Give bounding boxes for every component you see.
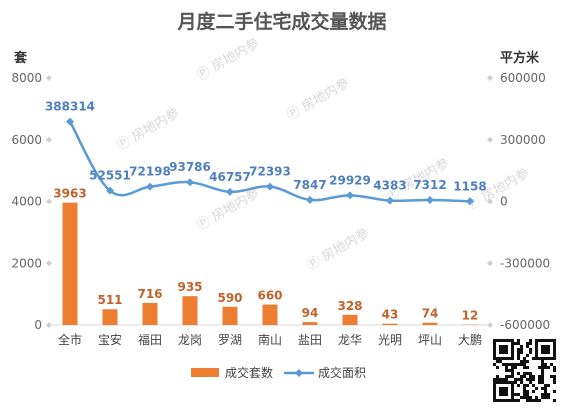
bar-data-label: 74 <box>422 307 439 321</box>
line-data-label: 29929 <box>329 173 371 187</box>
watermark-text: Ⓟ 房地内参 <box>284 75 352 123</box>
line-data-label: 52551 <box>89 169 131 183</box>
line-point <box>146 182 154 191</box>
right-tick-label: 600000 <box>500 71 546 85</box>
right-tick-marker <box>487 260 493 267</box>
legend: 成交套数 成交面积 <box>191 365 366 380</box>
category-label: 全市 <box>58 332 82 347</box>
bar-data-label: 94 <box>302 306 319 320</box>
bar-data-label: 3963 <box>53 187 86 201</box>
left-axis-ticks: 8000 6000 4000 2000 0 <box>11 71 52 332</box>
bar-data-labels: 3963 511 716 935 590 660 94 328 43 74 12 <box>53 187 478 323</box>
line-data-label: 388314 <box>45 100 95 114</box>
bar-data-label: 660 <box>257 289 282 303</box>
left-tick-marker <box>46 260 52 267</box>
bar-data-label: 716 <box>137 287 162 301</box>
left-tick-label: 8000 <box>11 71 42 85</box>
bar <box>422 322 438 325</box>
right-axis-unit: 平方米 <box>500 50 540 66</box>
line-point <box>466 197 474 206</box>
left-axis-unit: 套 <box>13 50 28 66</box>
line-point <box>186 178 194 187</box>
line-data-label: 7312 <box>413 178 446 192</box>
category-label: 宝安 <box>98 332 122 347</box>
right-tick-label: 0 <box>500 195 508 209</box>
category-label: 大鹏 <box>458 333 482 347</box>
legend-label-line: 成交面积 <box>318 365 366 380</box>
legend-swatch-bar <box>191 368 219 377</box>
line-data-label: 93786 <box>169 160 211 174</box>
line-series <box>66 117 474 206</box>
bar-data-label: 590 <box>217 291 242 305</box>
line-point <box>266 182 274 191</box>
line-point <box>226 187 234 196</box>
left-tick-marker <box>46 322 52 328</box>
line-data-label: 1158 <box>453 179 486 193</box>
category-labels: 全市 宝安 福田 龙岗 罗湖 南山 盐田 龙华 光明 坪山 大鹏 <box>58 332 482 347</box>
right-tick-marker <box>487 198 493 205</box>
bar-data-label: 935 <box>177 280 202 294</box>
line-data-label: 7847 <box>293 178 326 192</box>
line-point <box>106 186 114 195</box>
left-tick-label: 2000 <box>11 256 42 270</box>
watermark-text: Ⓟ 房地内参 <box>114 105 182 153</box>
bar-series <box>62 202 478 325</box>
line-point <box>66 117 74 126</box>
line-data-label: 72198 <box>129 165 171 179</box>
bar <box>62 202 78 325</box>
bar <box>302 322 318 325</box>
bar <box>262 304 278 325</box>
legend-label-bar: 成交套数 <box>225 365 273 380</box>
left-tick-label: 0 <box>34 318 42 332</box>
category-label: 罗湖 <box>218 332 242 347</box>
left-tick-marker <box>46 75 52 81</box>
right-axis-ticks: 600000 300000 0 -300000 -600000 <box>487 71 550 332</box>
right-tick-marker <box>487 75 493 81</box>
qr-code <box>493 339 556 402</box>
line-data-label: 46757 <box>209 170 251 184</box>
bar-data-label: 12 <box>462 309 479 323</box>
category-label: 光明 <box>378 333 402 347</box>
bar <box>142 302 158 325</box>
line-point <box>306 195 314 204</box>
line-data-label: 4383 <box>373 179 406 193</box>
bar <box>102 309 118 325</box>
line-point <box>346 191 354 200</box>
category-label: 龙华 <box>338 333 362 347</box>
watermark-text: Ⓟ 房地内参 <box>304 225 372 273</box>
right-tick-label: -300000 <box>500 256 550 270</box>
bar <box>222 306 238 325</box>
left-tick-marker <box>46 198 52 205</box>
line-point <box>386 196 394 205</box>
legend-swatch-marker <box>295 369 303 377</box>
left-tick-marker <box>46 136 52 143</box>
category-label: 盐田 <box>298 333 322 347</box>
right-tick-label: 300000 <box>500 133 546 147</box>
left-tick-label: 4000 <box>11 195 42 209</box>
bar-data-label: 328 <box>337 299 362 313</box>
bar-data-label: 43 <box>382 308 399 322</box>
category-label: 龙岗 <box>178 333 202 347</box>
watermark-text: Ⓟ 房地内参 <box>194 35 262 83</box>
category-label: 福田 <box>138 332 162 347</box>
category-label: 坪山 <box>418 333 442 347</box>
bar <box>382 323 398 325</box>
left-tick-label: 6000 <box>11 133 42 147</box>
bar <box>182 296 198 325</box>
category-label: 南山 <box>258 332 282 347</box>
right-tick-label: -600000 <box>500 318 550 332</box>
bar-data-label: 511 <box>97 293 122 307</box>
line-point <box>426 195 434 204</box>
chart-title: 月度二手住宅成交量数据 <box>176 10 386 33</box>
right-tick-marker <box>487 136 493 143</box>
line-data-label: 72393 <box>249 165 291 179</box>
bar <box>342 314 358 325</box>
